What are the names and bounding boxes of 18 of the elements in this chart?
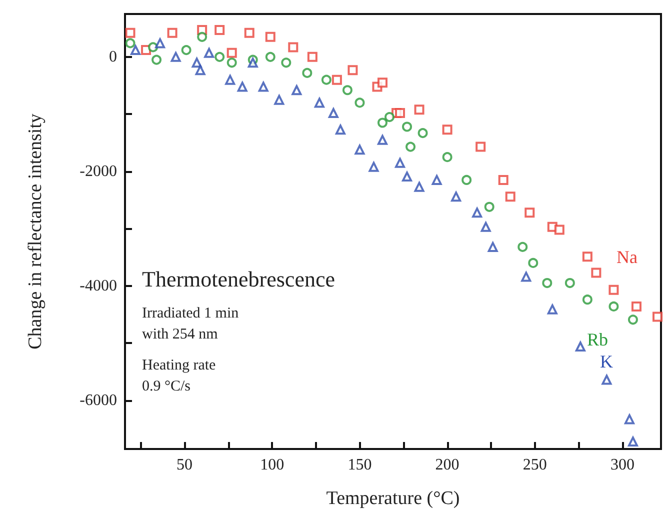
y-tick-label: -6000: [80, 392, 117, 409]
y-tick-label: -2000: [80, 162, 117, 180]
annotation: Thermotenebrescence: [142, 266, 335, 292]
annotation: Irradiated 1 min with 254 nm: [142, 306, 240, 342]
x-tick-label: 100: [260, 456, 284, 474]
y-tick-label: -4000: [80, 277, 117, 294]
annotation: Heating rate 0.9 °C/s: [142, 358, 216, 394]
x-tick-label: 250: [522, 456, 547, 474]
series-label: Na: [616, 246, 638, 267]
x-tick-label: 300: [610, 456, 634, 474]
series-label: K: [600, 352, 613, 372]
x-tick-label: 50: [176, 456, 193, 474]
series-label: Rb: [586, 330, 608, 350]
y-tick-label: 0: [109, 48, 117, 66]
x-tick-label: 200: [435, 456, 460, 474]
y-axis-title: Change in reflectance intensity: [25, 113, 46, 350]
x-axis-title: Temperature (°C): [326, 488, 460, 509]
x-tick-label: 150: [348, 456, 372, 474]
